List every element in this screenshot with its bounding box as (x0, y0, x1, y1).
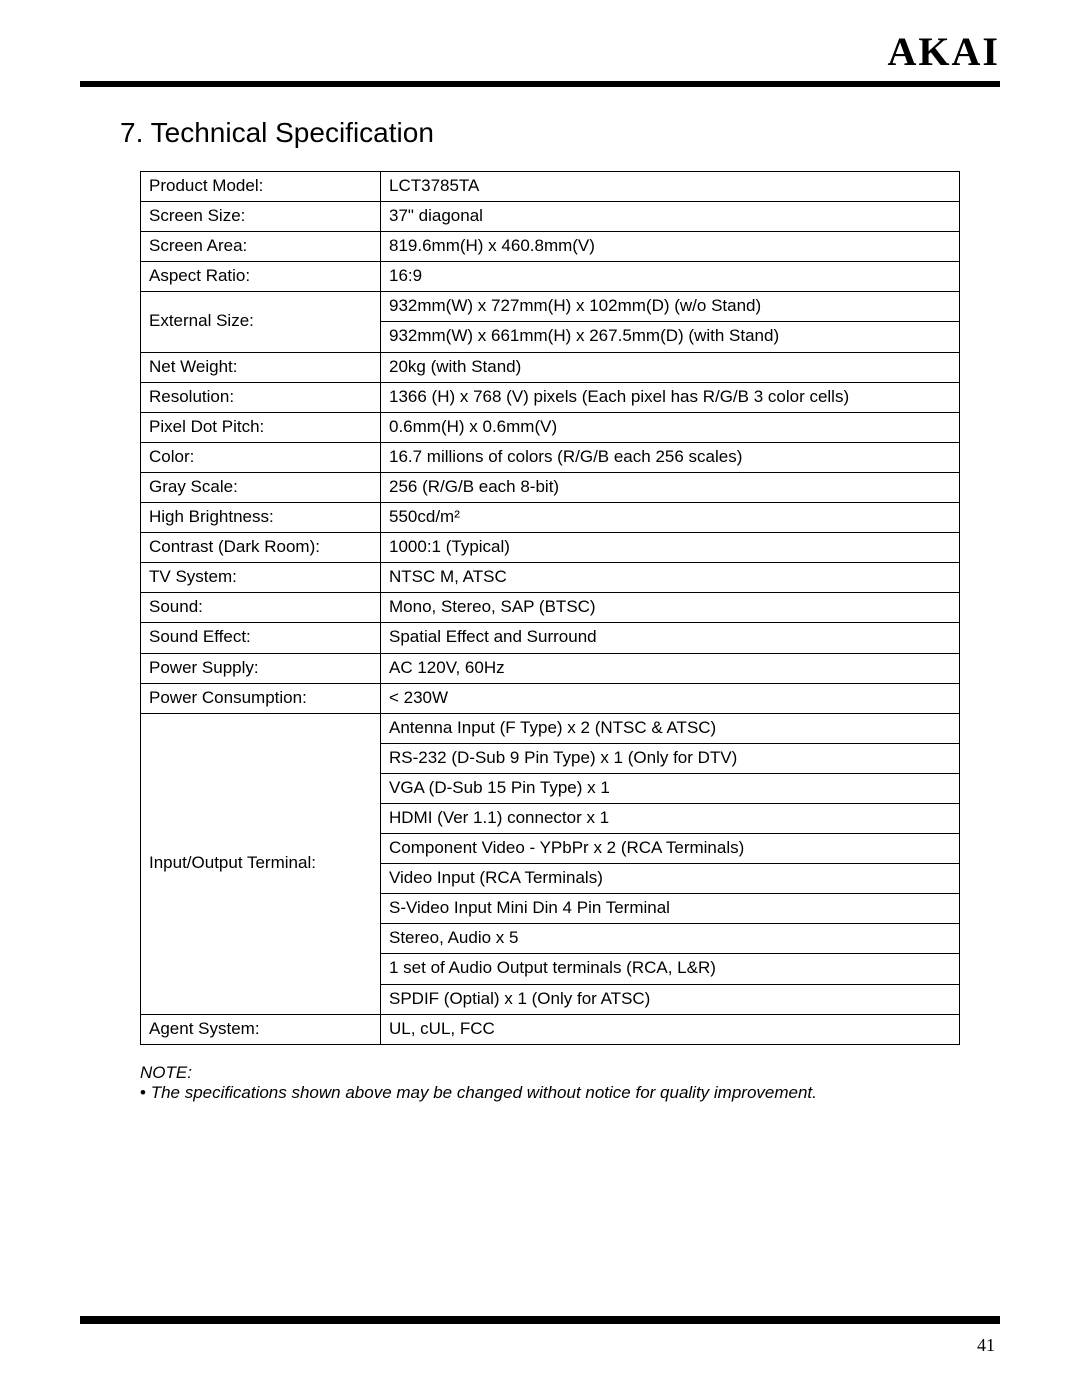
spec-value: 819.6mm(H) x 460.8mm(V) (381, 232, 960, 262)
table-row: Screen Size: 37" diagonal (141, 202, 960, 232)
table-row: Gray Scale: 256 (R/G/B each 8-bit) (141, 472, 960, 502)
spec-value: 20kg (with Stand) (381, 352, 960, 382)
table-row: Sound: Mono, Stereo, SAP (BTSC) (141, 593, 960, 623)
spec-value: 16:9 (381, 262, 960, 292)
spec-label: Power Consumption: (141, 683, 381, 713)
spec-label: High Brightness: (141, 503, 381, 533)
spec-value: 1366 (H) x 768 (V) pixels (Each pixel ha… (381, 382, 960, 412)
spec-value: S-Video Input Mini Din 4 Pin Terminal (381, 894, 960, 924)
table-row: Input/Output Terminal: Antenna Input (F … (141, 713, 960, 743)
spec-label: Sound: (141, 593, 381, 623)
note-item: The specifications shown above may be ch… (140, 1083, 1000, 1103)
spec-value: Antenna Input (F Type) x 2 (NTSC & ATSC) (381, 713, 960, 743)
spec-label: Screen Size: (141, 202, 381, 232)
note-list: The specifications shown above may be ch… (140, 1083, 1000, 1103)
spec-value: NTSC M, ATSC (381, 563, 960, 593)
spec-label: Resolution: (141, 382, 381, 412)
spec-value: RS-232 (D-Sub 9 Pin Type) x 1 (Only for … (381, 743, 960, 773)
page: AKAI 7. Technical Specification Product … (0, 0, 1080, 1394)
spec-value: VGA (D-Sub 15 Pin Type) x 1 (381, 773, 960, 803)
table-row: TV System: NTSC M, ATSC (141, 563, 960, 593)
spec-value: 0.6mm(H) x 0.6mm(V) (381, 412, 960, 442)
spec-value: LCT3785TA (381, 172, 960, 202)
table-row: Aspect Ratio: 16:9 (141, 262, 960, 292)
spec-label: Gray Scale: (141, 472, 381, 502)
spec-value: 932mm(W) x 727mm(H) x 102mm(D) (w/o Stan… (381, 292, 960, 322)
spec-label: Input/Output Terminal: (141, 713, 381, 1014)
spec-value: Mono, Stereo, SAP (BTSC) (381, 593, 960, 623)
table-row: Product Model: LCT3785TA (141, 172, 960, 202)
spec-label: Sound Effect: (141, 623, 381, 653)
spec-value: 1000:1 (Typical) (381, 533, 960, 563)
spec-value: HDMI (Ver 1.1) connector x 1 (381, 803, 960, 833)
section-title: 7. Technical Specification (80, 117, 1000, 149)
brand-logo: AKAI (888, 28, 1000, 75)
note-block: NOTE: The specifications shown above may… (140, 1063, 1000, 1103)
spec-label: External Size: (141, 292, 381, 352)
table-row: Power Consumption: < 230W (141, 683, 960, 713)
top-rule (80, 81, 1000, 87)
table-row: Pixel Dot Pitch: 0.6mm(H) x 0.6mm(V) (141, 412, 960, 442)
table-row: Power Supply: AC 120V, 60Hz (141, 653, 960, 683)
header: AKAI (80, 28, 1000, 75)
spec-label: Pixel Dot Pitch: (141, 412, 381, 442)
spec-label: TV System: (141, 563, 381, 593)
table-row: Resolution: 1366 (H) x 768 (V) pixels (E… (141, 382, 960, 412)
spec-label: Net Weight: (141, 352, 381, 382)
spec-value: < 230W (381, 683, 960, 713)
spec-value: Component Video - YPbPr x 2 (RCA Termina… (381, 834, 960, 864)
table-row: Sound Effect: Spatial Effect and Surroun… (141, 623, 960, 653)
spec-label: Agent System: (141, 1014, 381, 1044)
spec-label: Screen Area: (141, 232, 381, 262)
spec-value: 1 set of Audio Output terminals (RCA, L&… (381, 954, 960, 984)
spec-value: Stereo, Audio x 5 (381, 924, 960, 954)
bottom-rule (80, 1316, 1000, 1324)
table-row: Color: 16.7 millions of colors (R/G/B ea… (141, 442, 960, 472)
table-row: Agent System: UL, cUL, FCC (141, 1014, 960, 1044)
table-row: Net Weight: 20kg (with Stand) (141, 352, 960, 382)
spec-value: Video Input (RCA Terminals) (381, 864, 960, 894)
spec-value: Spatial Effect and Surround (381, 623, 960, 653)
spec-value: 37" diagonal (381, 202, 960, 232)
spec-label: Contrast (Dark Room): (141, 533, 381, 563)
spec-label: Color: (141, 442, 381, 472)
spec-table: Product Model: LCT3785TA Screen Size: 37… (140, 171, 960, 1045)
spec-label: Product Model: (141, 172, 381, 202)
spec-label: Aspect Ratio: (141, 262, 381, 292)
spec-value: 550cd/m² (381, 503, 960, 533)
table-row: External Size: 932mm(W) x 727mm(H) x 102… (141, 292, 960, 322)
table-row: High Brightness: 550cd/m² (141, 503, 960, 533)
page-number: 41 (977, 1335, 995, 1356)
spec-value: 256 (R/G/B each 8-bit) (381, 472, 960, 502)
table-row: Screen Area: 819.6mm(H) x 460.8mm(V) (141, 232, 960, 262)
spec-value: UL, cUL, FCC (381, 1014, 960, 1044)
spec-value: 16.7 millions of colors (R/G/B each 256 … (381, 442, 960, 472)
table-row: Contrast (Dark Room): 1000:1 (Typical) (141, 533, 960, 563)
spec-label: Power Supply: (141, 653, 381, 683)
spec-value: AC 120V, 60Hz (381, 653, 960, 683)
note-label: NOTE: (140, 1063, 1000, 1083)
spec-value: 932mm(W) x 661mm(H) x 267.5mm(D) (with S… (381, 322, 960, 352)
spec-value: SPDIF (Optial) x 1 (Only for ATSC) (381, 984, 960, 1014)
